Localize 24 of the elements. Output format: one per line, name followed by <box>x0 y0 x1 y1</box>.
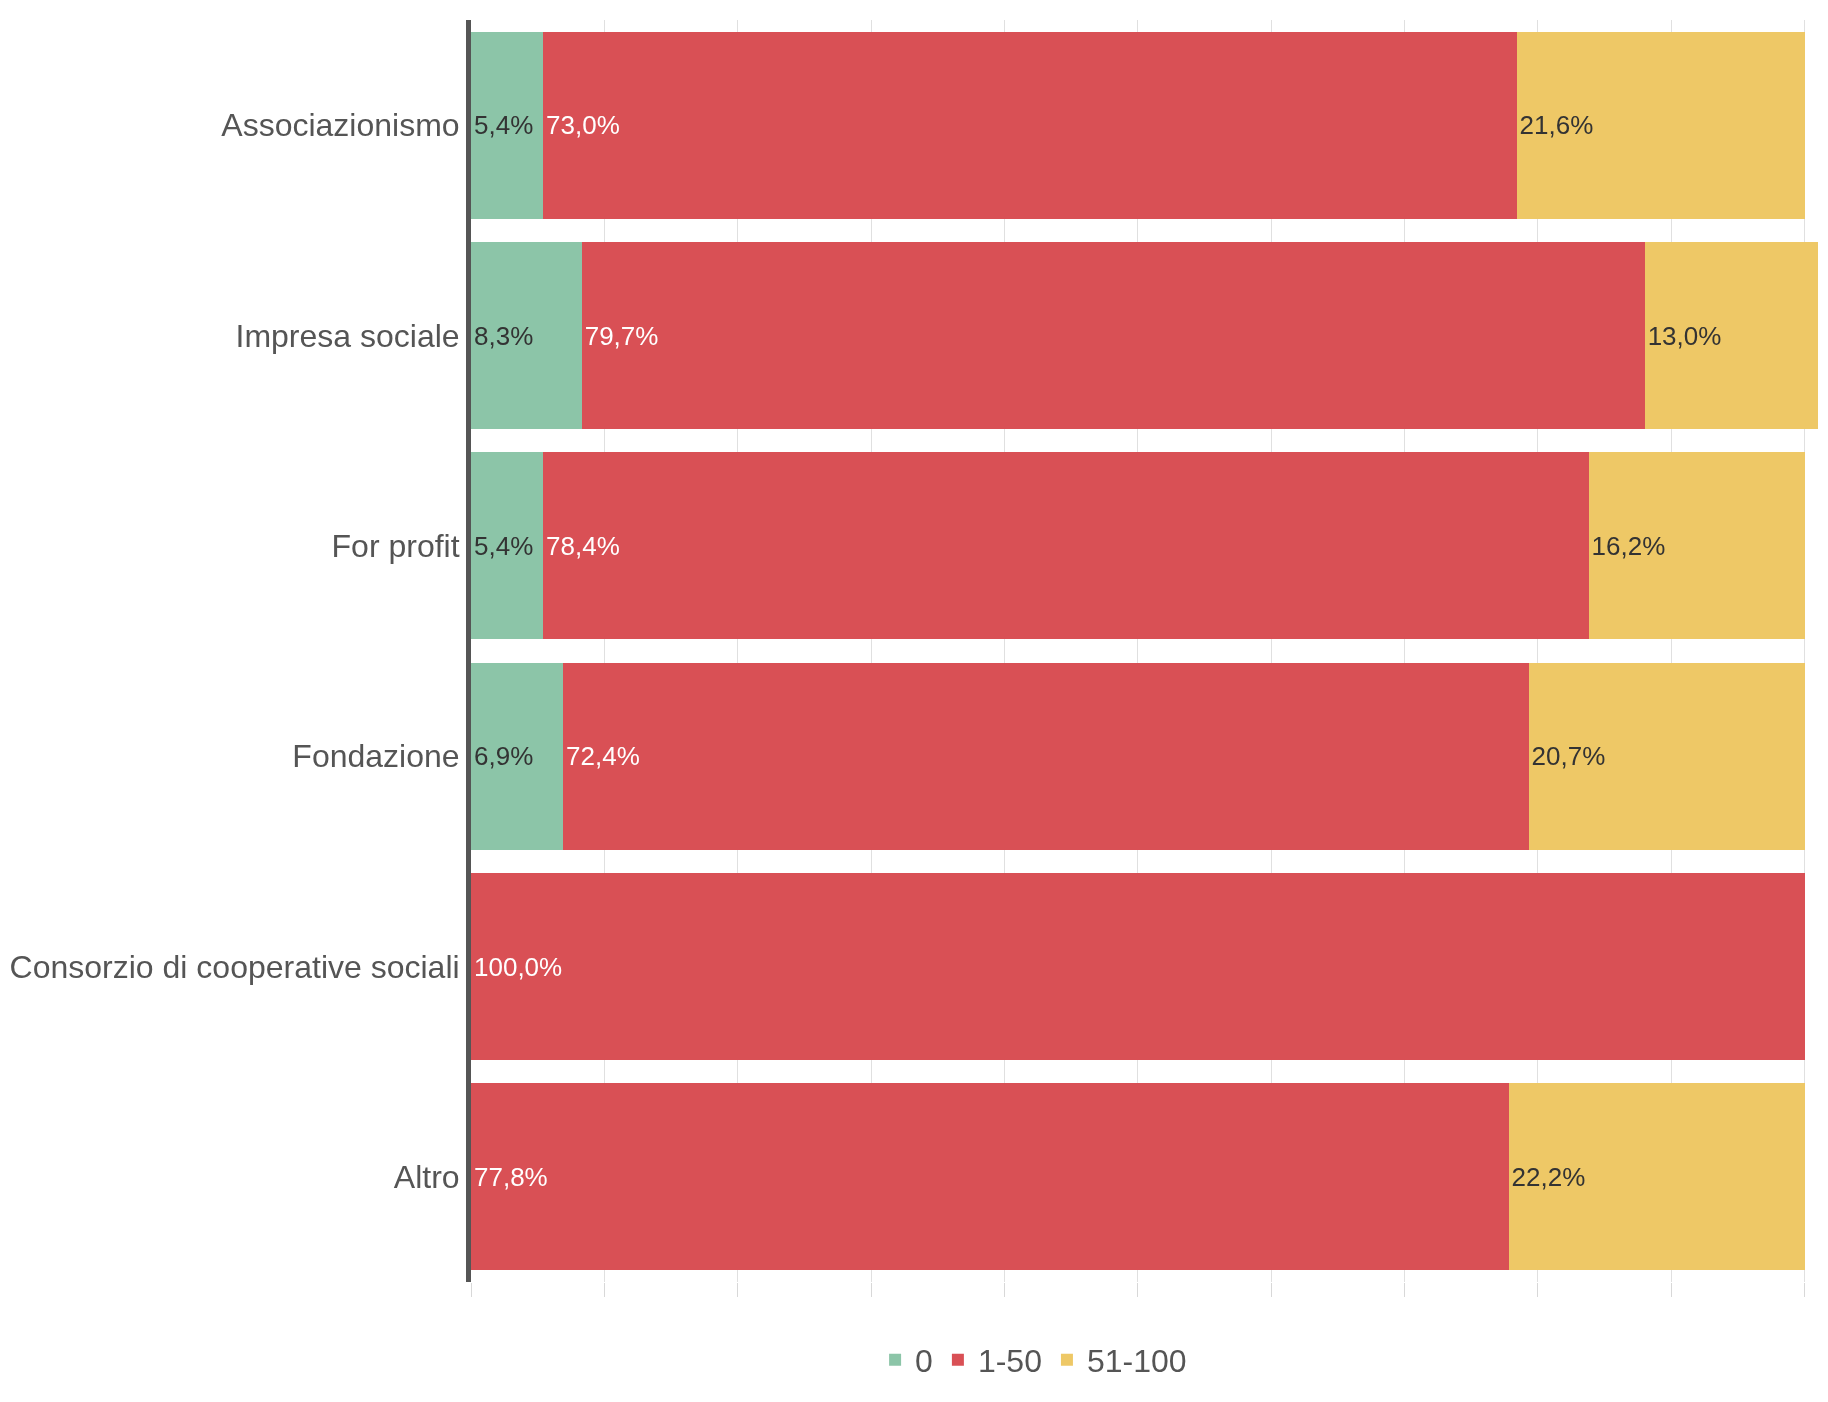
y-tick-label: For profit <box>331 528 460 565</box>
legend-label: 51-100 <box>1086 1343 1187 1380</box>
data-label: 13,0% <box>1647 320 1722 351</box>
data-label: 20,7% <box>1531 741 1606 772</box>
data-label: 8,3% <box>474 320 534 351</box>
y-tick-label: Fondazione <box>292 738 460 775</box>
data-label: 21,6% <box>1519 110 1594 141</box>
data-label: 78,4% <box>546 530 620 561</box>
data-label: 77,8% <box>474 1161 548 1192</box>
y-tick-label: Impresa sociale <box>235 317 460 354</box>
data-label: 5,4% <box>474 530 534 561</box>
y-tick-label: Associazionismo <box>221 107 460 144</box>
legend-label: 1-50 <box>977 1343 1042 1380</box>
data-label: 73,0% <box>546 110 620 141</box>
y-tick-label: Altro <box>393 1159 460 1196</box>
data-label: 79,7% <box>584 320 659 351</box>
data-label: 6,9% <box>474 741 534 772</box>
y-tick-label: Consorzio di cooperative sociali <box>9 948 460 985</box>
data-label: 22,2% <box>1511 1161 1586 1192</box>
data-label: 16,2% <box>1591 530 1666 561</box>
legend-label: 0 <box>915 1343 933 1380</box>
data-label: 100,0% <box>474 951 563 982</box>
data-label: 5,4% <box>474 110 534 141</box>
data-label: 72,4% <box>566 741 640 772</box>
